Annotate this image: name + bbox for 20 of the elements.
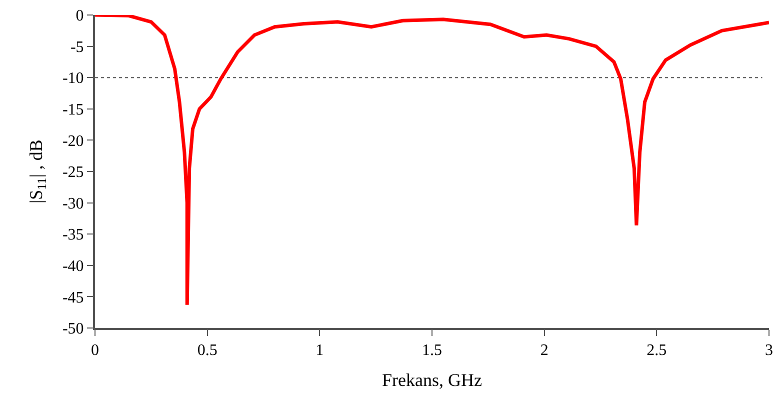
y-tick-label: -5 [70,38,84,56]
x-tick-label: 1.5 [422,342,442,360]
y-tick-label: -35 [62,226,84,244]
x-tick-label: 0 [91,342,99,360]
x-tick-label: 2 [540,342,548,360]
y-tick-label: -50 [62,320,84,338]
y-tick-label: -45 [62,289,84,306]
y-tick-label: -20 [62,132,84,150]
y-tick-label: 0 [76,8,84,25]
x-axis-title: Frekans, GHz [382,370,482,390]
y-tick-label: -40 [62,258,84,275]
line-series [95,15,769,307]
x-tick-label: 2.5 [646,342,667,360]
y-tick-label: -30 [62,195,84,212]
y-tick-label: -15 [62,102,84,118]
x-tick-label: 1 [316,342,324,360]
x-tick-label: 0.5 [197,342,218,360]
y-tick-label: -25 [62,164,84,182]
x-tick-label: 3 [765,342,773,360]
y-tick-label: -10 [62,70,84,88]
